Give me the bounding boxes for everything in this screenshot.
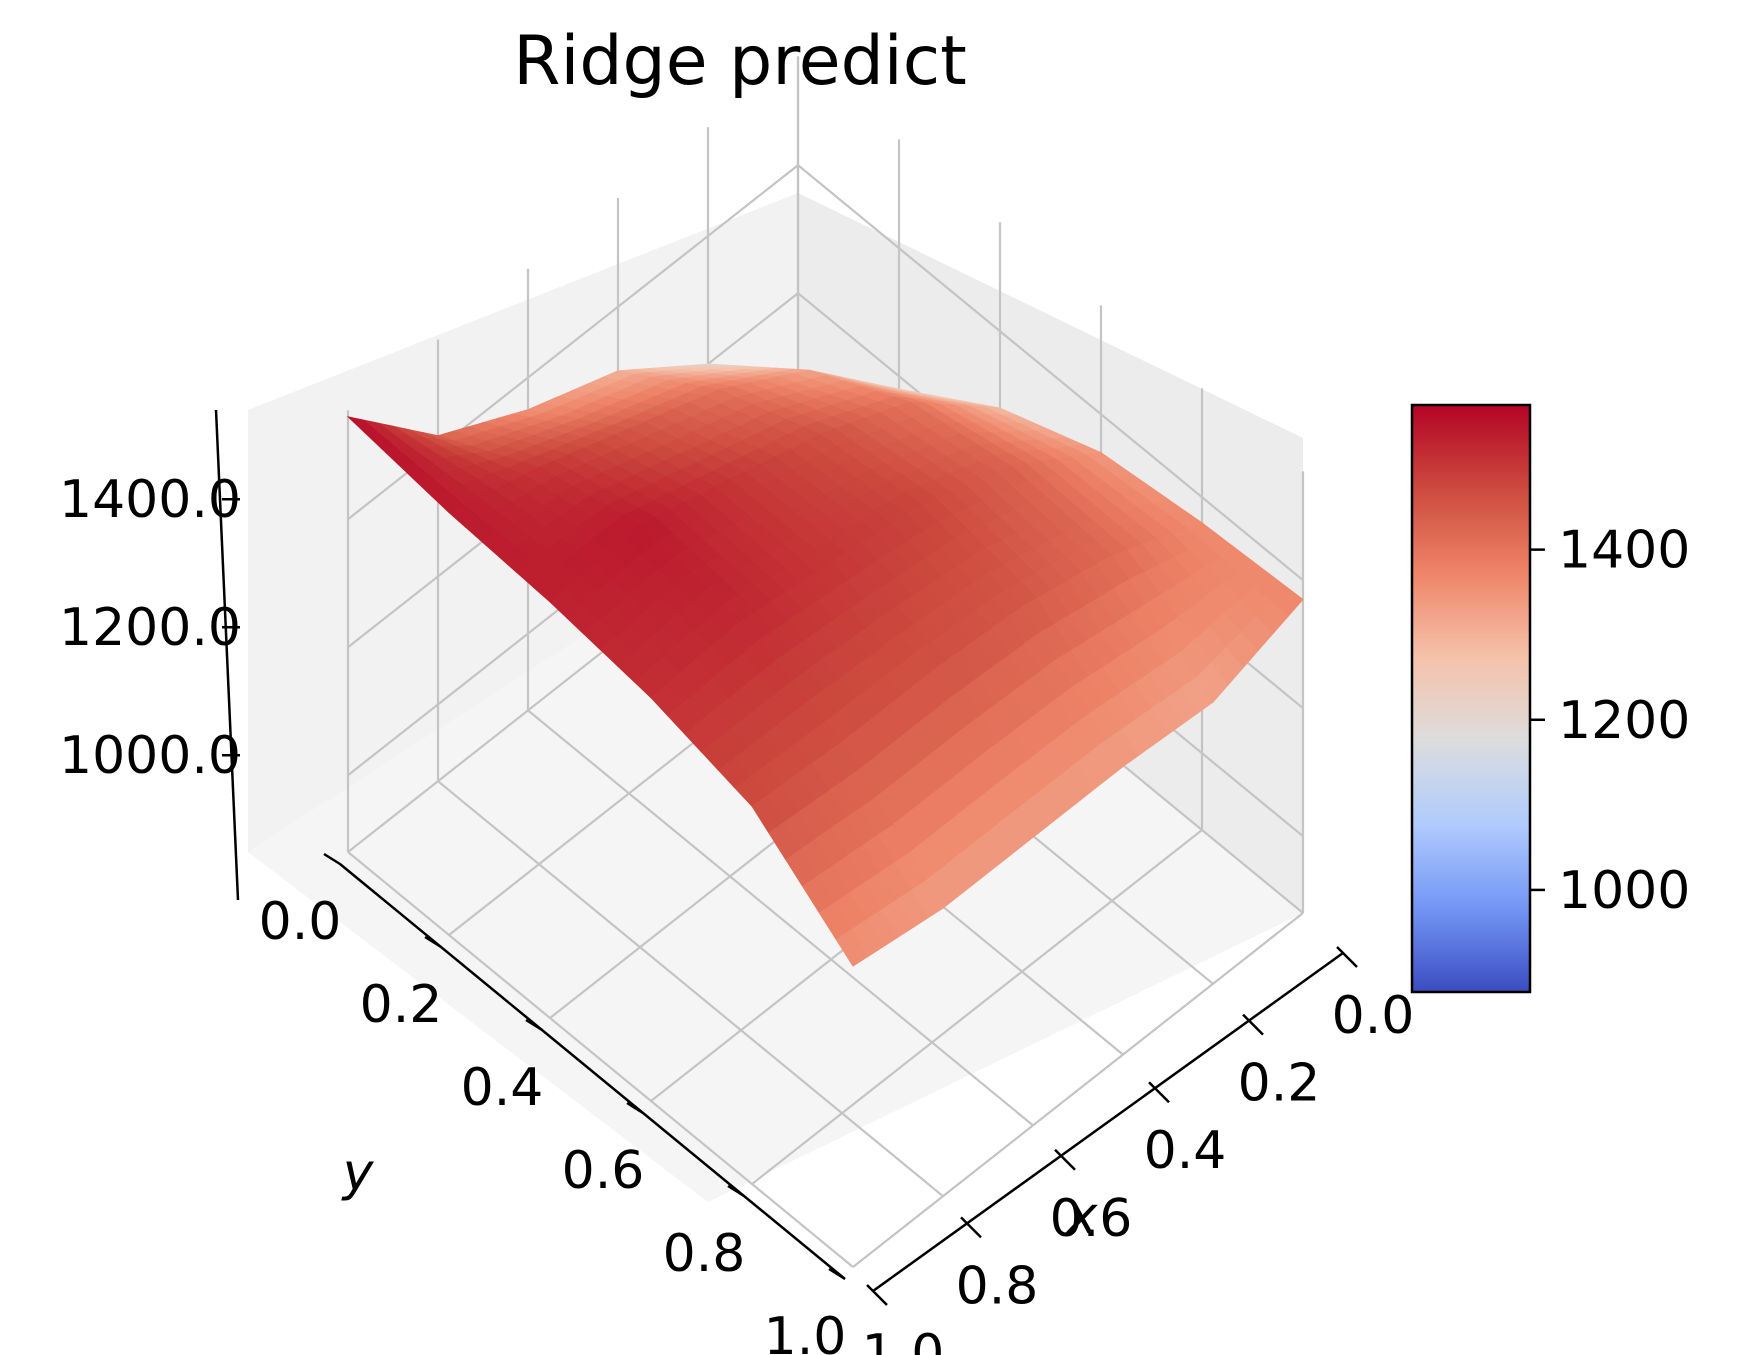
x-tick-label-2: 0.4: [1144, 1121, 1227, 1181]
x-tick-label-1: 0.2: [1238, 1054, 1321, 1114]
x-tick-5: [866, 1284, 888, 1306]
pane-floor: [248, 498, 1303, 1202]
floor-grid-y-4: [751, 829, 1203, 1185]
z-tick-label-2: 1400.0: [59, 470, 241, 530]
x-tick-2: [1148, 1081, 1170, 1104]
x-tick-label-4: 0.8: [956, 1256, 1039, 1316]
y-axis-label-text: y: [341, 1143, 375, 1203]
y-tick-5: [828, 1267, 846, 1281]
y-tick-label-0: 0.0: [259, 892, 342, 952]
x-tick-3: [1054, 1148, 1076, 1171]
z-tick-label-1: 1200.0: [59, 598, 241, 658]
y-tick-label-4: 0.8: [663, 1224, 746, 1284]
x-tick-label-0: 0.0: [1332, 986, 1415, 1046]
y-tick-1: [424, 935, 442, 949]
x-axis-line: [872, 951, 1344, 1293]
colorbar-gradient: [1410, 403, 1532, 994]
surface-patch: [835, 929, 869, 967]
y-tick-label-3: 0.6: [562, 1141, 645, 1201]
y-tick-2: [525, 1018, 543, 1032]
y-tick-label-2: 0.4: [461, 1058, 544, 1118]
colorbar-tick-label-1: 1200: [1558, 691, 1690, 751]
z-tick-label-0: 1000.0: [59, 726, 241, 786]
x-tick-4: [960, 1216, 982, 1239]
floor-grid-x-3: [527, 709, 1034, 1127]
y-tick-label-5: 1.0: [764, 1307, 847, 1355]
y-tick-3: [626, 1101, 644, 1115]
z-axis-line: [214, 409, 240, 901]
y-axis-label: y: [341, 1143, 375, 1203]
y-tick-0: [323, 852, 341, 866]
y-tick-label-1: 0.2: [360, 975, 443, 1035]
y-tick-4: [727, 1184, 745, 1198]
x-axis-label: x: [1065, 1186, 1099, 1246]
floor-grid-x-5: [347, 851, 854, 1268]
chart-title: Ridge predict: [513, 22, 967, 101]
floor-grid-y-5: [852, 912, 1304, 1268]
floor-grid-x-4: [437, 780, 944, 1198]
x-tick-0: [1336, 946, 1358, 968]
colorbar-tick-label-2: 1400: [1558, 521, 1690, 581]
colorbar: 1000 1200 1400: [1410, 403, 1690, 994]
x-axis-label-text: x: [1065, 1186, 1099, 1246]
x-tick-label-3: 0.6: [1050, 1189, 1133, 1249]
wall-grid-z-2: [347, 163, 1304, 582]
colorbar-tick-label-0: 1000: [1558, 861, 1690, 921]
axes: 0.00.20.40.60.81.00.00.20.40.60.81.01000…: [59, 409, 1415, 1355]
x-tick-1: [1242, 1013, 1264, 1036]
surface: [346, 363, 1304, 967]
y-axis-line: [339, 863, 846, 1280]
x-tick-label-5: 1.0: [862, 1324, 945, 1355]
